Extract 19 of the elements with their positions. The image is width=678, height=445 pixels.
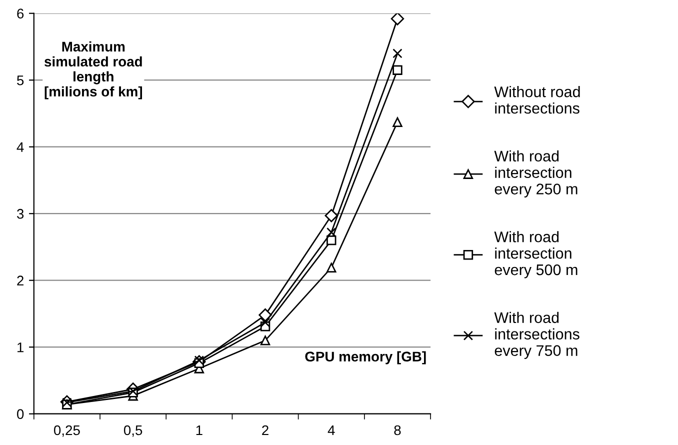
y-tick-label: 1 xyxy=(18,342,24,352)
x-tick-label: 0,25 xyxy=(54,425,80,437)
x-tick-label: 2 xyxy=(262,425,268,436)
x-tick-label: 1 xyxy=(196,425,202,436)
x-tick-label: 8 xyxy=(394,425,401,436)
y-axis-title: Maximum simulated road length [milions of km] xyxy=(44,41,142,100)
y-tick-label: 6 xyxy=(17,8,24,19)
x-tick-label: 0,5 xyxy=(124,425,142,437)
y-tick-label: 0 xyxy=(16,409,24,420)
y-tick-label: 3 xyxy=(16,208,24,219)
legend-label: With road intersections every 750 m xyxy=(494,312,580,359)
y-tick-label: 5 xyxy=(17,76,24,86)
y-tick-label: 2 xyxy=(17,276,24,286)
legend-label: With road intersection every 250 m xyxy=(494,150,578,198)
y-tick-label: 4 xyxy=(16,142,24,152)
legend-label: Without road intersections xyxy=(494,86,580,114)
x-axis-title: GPU memory [GB] xyxy=(305,351,426,364)
legend-label: With road intersection every 500 m xyxy=(494,231,578,278)
x-tick-label: 4 xyxy=(328,425,335,436)
